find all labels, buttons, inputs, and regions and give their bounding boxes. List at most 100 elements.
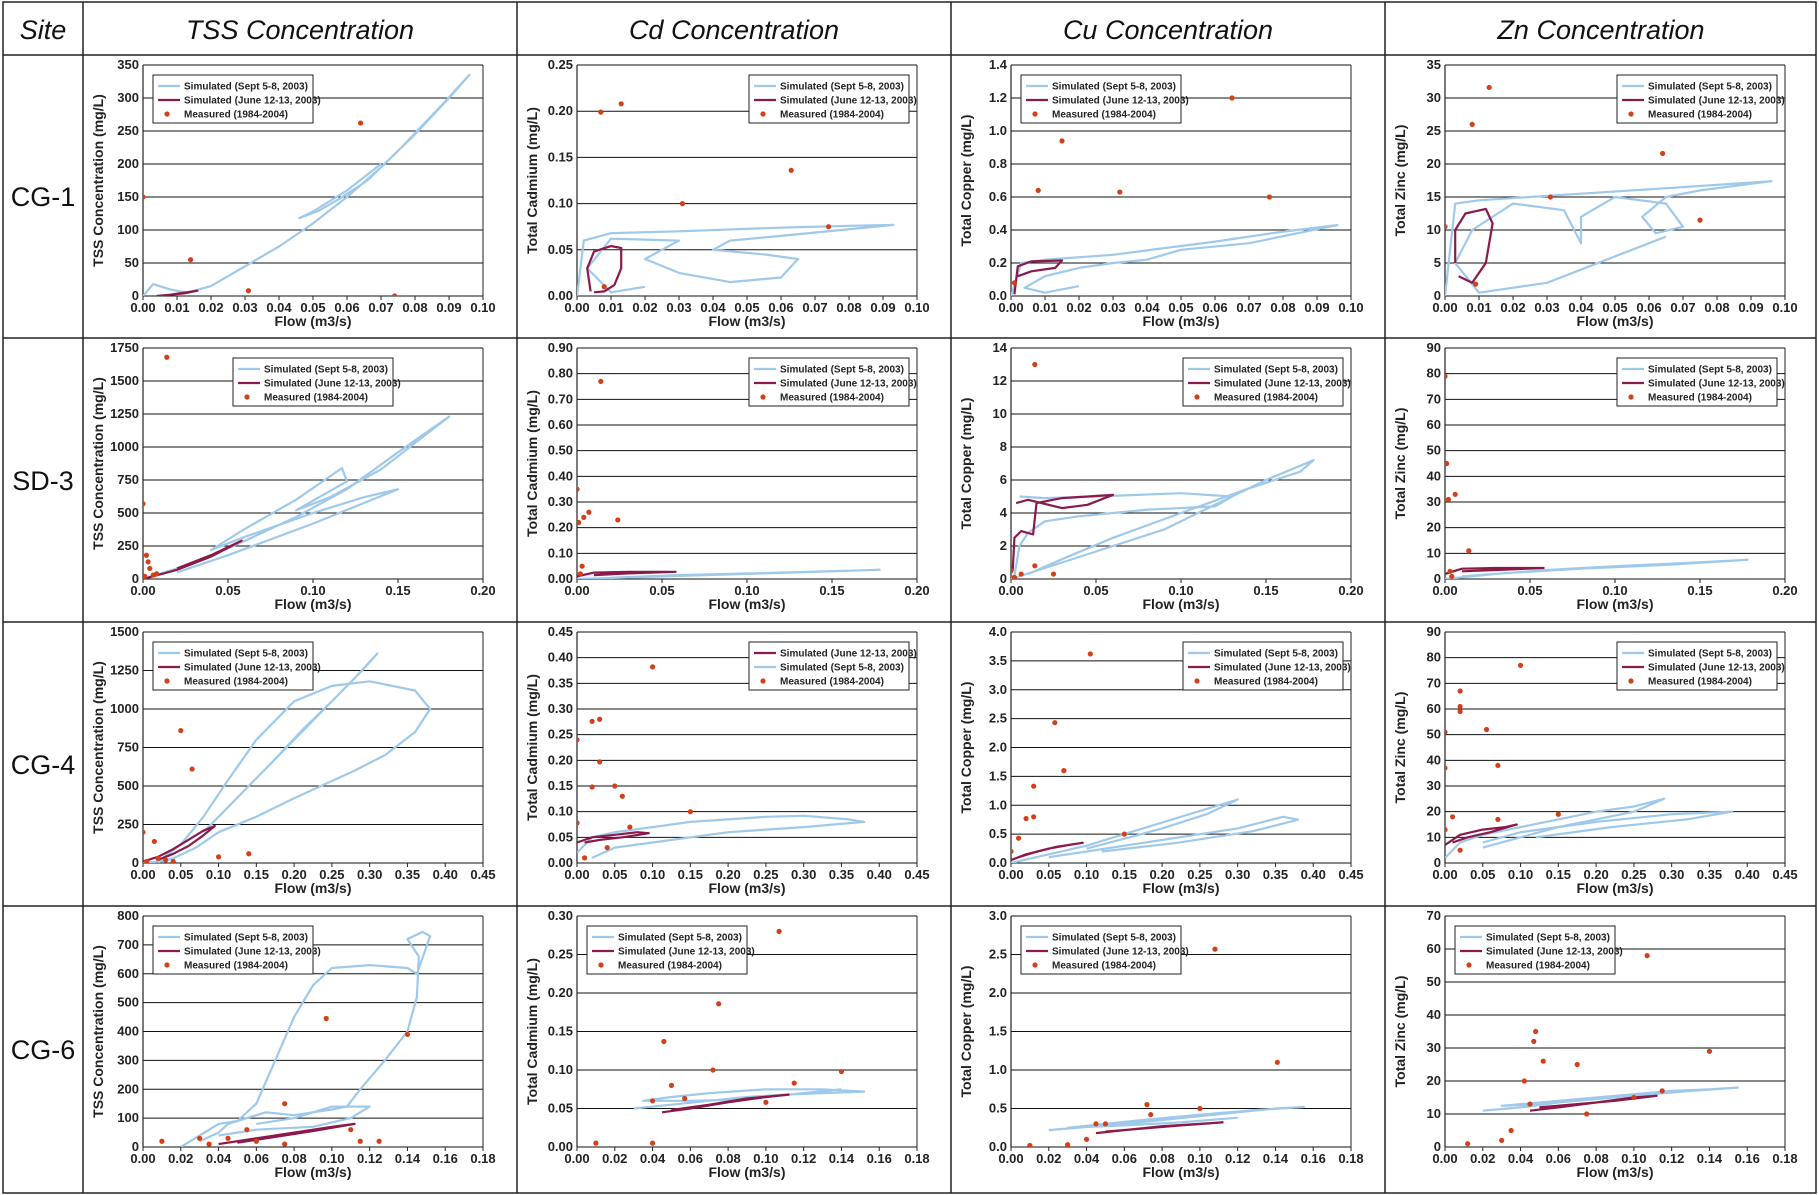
site-label-sd-3: SD-3 xyxy=(12,466,74,496)
y-tick-label: 3.0 xyxy=(989,682,1007,697)
x-tick-label: 0.08 xyxy=(836,300,861,315)
y-axis-label: Total Cadmium (mg/L) xyxy=(524,390,540,537)
series-june-line xyxy=(1529,1094,1658,1112)
x-tick-label: 0.40 xyxy=(1301,867,1326,882)
measured-point xyxy=(1032,361,1038,368)
x-tick-label: 0.00 xyxy=(564,583,589,598)
measured-point xyxy=(1018,571,1024,577)
legend-sept-label: Simulated (Sept 5-8, 2003) xyxy=(1486,933,1610,944)
measured-point xyxy=(1229,95,1235,101)
measured-point xyxy=(627,824,633,830)
x-tick-label: 0.10 xyxy=(734,583,759,598)
x-tick-label: 0.08 xyxy=(1270,300,1295,315)
measured-point xyxy=(1659,1088,1665,1094)
x-tick-label: 0.10 xyxy=(470,300,495,315)
x-axis-label: Flow (m3/s) xyxy=(1576,1164,1653,1180)
series-sept-line xyxy=(1048,1105,1305,1132)
x-tick-label: 0.00 xyxy=(564,300,589,315)
legend-measured-label: Measured (1984-2004) xyxy=(1214,393,1318,404)
measured-point xyxy=(1469,121,1475,127)
legend-june-label: Simulated (June 12-13, 2003) xyxy=(780,379,917,390)
measured-point xyxy=(601,284,607,290)
plot-area xyxy=(1027,946,1305,1147)
measured-point xyxy=(1473,281,1479,287)
x-tick-label: 0.06 xyxy=(334,300,359,315)
x-tick-label: 0.03 xyxy=(666,300,691,315)
measured-point xyxy=(597,716,603,722)
x-tick-label: 0.04 xyxy=(1568,300,1594,315)
x-tick-label: 0.05 xyxy=(602,867,627,882)
measured-point xyxy=(170,858,176,863)
legend-june-label: Simulated (June 12-13, 2003) xyxy=(1214,663,1351,674)
site-label-cg-4: CG-4 xyxy=(11,750,76,780)
y-tick-label: 0.6 xyxy=(989,189,1007,204)
y-tick-label: 1.5 xyxy=(989,1024,1007,1039)
measured-point xyxy=(1061,768,1067,774)
y-tick-label: 0.20 xyxy=(548,520,573,535)
x-tick-label: 0.35 xyxy=(1263,867,1288,882)
measured-point xyxy=(1083,1136,1090,1142)
measured-point xyxy=(1197,1105,1203,1112)
measured-point xyxy=(649,664,656,670)
x-tick-label: 0.08 xyxy=(1583,1151,1608,1166)
x-tick-label: 0.02 xyxy=(198,300,223,315)
series-june-line xyxy=(1011,493,1115,571)
x-tick-label: 0.10 xyxy=(640,867,665,882)
y-tick-label: 2 xyxy=(1000,538,1007,553)
x-tick-label: 0.16 xyxy=(867,1151,892,1166)
legend: Simulated (Sept 5-8, 2003) Simulated (Jun… xyxy=(1020,925,1189,975)
header-zn: Zn Concentration xyxy=(1496,15,1704,45)
x-tick-label: 0.00 xyxy=(130,300,155,315)
x-tick-label: 0.14 xyxy=(829,1151,855,1166)
measured-point xyxy=(1093,1121,1099,1127)
y-tick-label: 0.0 xyxy=(989,855,1007,870)
y-tick-label: 60 xyxy=(1427,941,1441,956)
y-tick-label: 10 xyxy=(1427,829,1441,844)
plot-area xyxy=(1445,84,1773,296)
y-tick-label: 1.2 xyxy=(989,90,1007,105)
x-tick-label: 0.05 xyxy=(215,583,240,598)
measured-point xyxy=(1555,811,1561,817)
legend-sept-label: Simulated (Sept 5-8, 2003) xyxy=(780,82,904,93)
legend-sept-label: Simulated (Sept 5-8, 2003) xyxy=(184,649,308,660)
measured-point xyxy=(1447,568,1453,574)
legend-june-label: Simulated (June 12-13, 2003) xyxy=(1648,663,1785,674)
x-tick-label: 0.10 xyxy=(1338,300,1363,315)
x-tick-label: 0.30 xyxy=(357,867,382,882)
measured-point xyxy=(826,224,832,230)
x-tick-label: 0.35 xyxy=(829,867,854,882)
measured-point xyxy=(577,737,580,743)
x-tick-label: 0.15 xyxy=(1112,867,1137,882)
measured-point xyxy=(1540,1058,1546,1064)
x-tick-label: 0.00 xyxy=(998,583,1023,598)
y-tick-label: 0.10 xyxy=(548,804,573,819)
measured-point xyxy=(586,509,592,515)
y-tick-label: 300 xyxy=(117,1052,139,1067)
series-sept-line xyxy=(1011,798,1239,863)
measured-point xyxy=(244,1127,250,1133)
legend-box xyxy=(1182,357,1344,407)
x-tick-label: 0.04 xyxy=(1508,1151,1534,1166)
y-tick-label: 20 xyxy=(1427,156,1441,171)
legend-measured-label: Measured (1984-2004) xyxy=(1052,961,1156,972)
plot-area xyxy=(143,73,471,296)
legend: Simulated (Sept 5-8, 2003) Simulated (Jun… xyxy=(152,641,321,691)
measured-point xyxy=(679,201,686,207)
legend-sept-label: Simulated (Sept 5-8, 2003) xyxy=(1648,82,1772,93)
measured-point xyxy=(282,1101,288,1107)
y-axis-label: Total Cadmium (mg/L) xyxy=(524,958,540,1105)
measured-point xyxy=(1465,1141,1471,1147)
x-tick-label: 0.06 xyxy=(1202,300,1227,315)
legend-june-label: Simulated (June 12-13, 2003) xyxy=(1648,379,1785,390)
x-axis-label: Flow (m3/s) xyxy=(1576,313,1653,329)
y-tick-label: 0.10 xyxy=(548,1062,573,1077)
measured-point xyxy=(649,1098,656,1104)
x-tick-label: 0.07 xyxy=(802,300,827,315)
x-tick-label: 0.02 xyxy=(632,300,657,315)
measured-point xyxy=(246,851,252,857)
legend-measured-marker xyxy=(1194,678,1200,684)
measured-point xyxy=(619,793,625,799)
measured-point xyxy=(1508,1127,1514,1134)
y-tick-label: 1750 xyxy=(110,340,139,355)
series-sept-line xyxy=(1482,1086,1739,1112)
